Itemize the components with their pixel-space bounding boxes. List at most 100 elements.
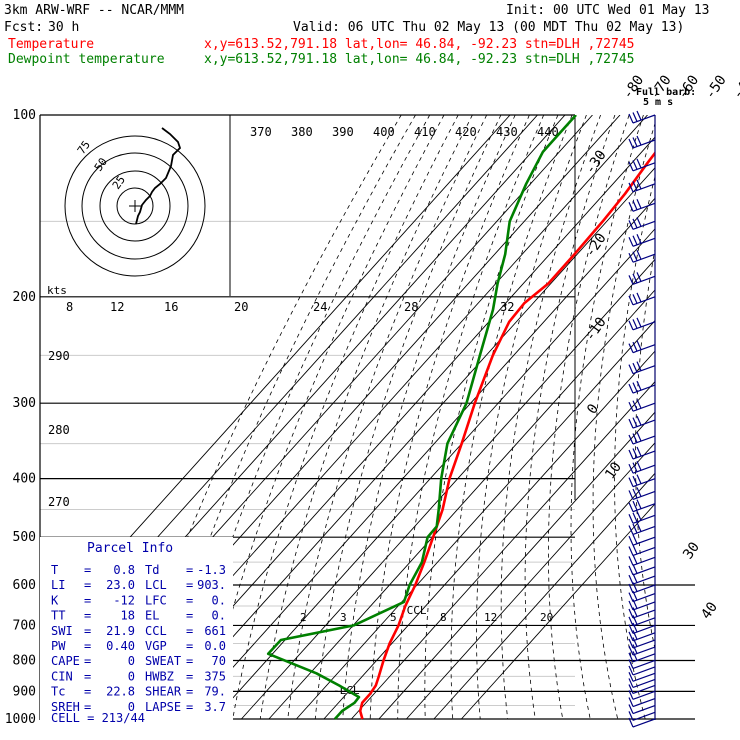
wind-barb-flag [628, 237, 634, 247]
wind-barb [628, 398, 656, 412]
wind-barb-flag [632, 319, 638, 329]
wind-barb-flag [628, 449, 634, 460]
isotherm-label: -40 [730, 72, 740, 102]
wind-barb-shaft [632, 718, 656, 728]
wind-barb-flag [628, 113, 634, 124]
wind-barb-flag [632, 523, 638, 534]
wind-barb-flag [632, 273, 638, 284]
parcel-equals: = [186, 639, 193, 653]
wind-barb-flag [628, 252, 634, 263]
parcel-param-label: SHEAR [145, 685, 182, 699]
parcel-param-label: SWEAT [145, 654, 181, 668]
wind-barb-shaft [632, 450, 656, 460]
wind-barb-shaft [632, 678, 656, 689]
wind-barb [628, 704, 656, 715]
isotherm [158, 167, 655, 720]
wind-barb-shaft [632, 566, 656, 576]
wind-barb-flag [628, 665, 634, 676]
wind-barb-shaft [632, 646, 656, 656]
parcel-equals: = [84, 669, 91, 683]
wind-barb-flag [628, 717, 634, 728]
wind-barb [628, 431, 656, 445]
temperature-legend: Temperature [8, 37, 94, 52]
parcel-equals: = [186, 700, 193, 714]
isotherm-label: 0 [584, 401, 602, 417]
wind-barb-flag [632, 235, 638, 246]
parcel-param-value: 0. [212, 609, 226, 623]
parcel-param-value: 0.0 [204, 639, 226, 653]
parcel-param-value: 0 [128, 654, 135, 668]
hodograph-ring [64, 135, 206, 277]
dry-adiabat [424, 115, 559, 719]
theta-label: 380 [291, 125, 313, 139]
dry-adiabat [548, 115, 630, 720]
wind-barb [628, 573, 656, 585]
parcel-equals: = [84, 578, 91, 592]
wind-barb-flag [628, 320, 634, 331]
wind-barb-shaft [632, 690, 656, 700]
wind-barb [628, 544, 656, 557]
wind-barb-shaft [632, 402, 656, 412]
parcel-param-value: -1.3 [197, 563, 226, 577]
wind-barb-shaft [632, 384, 656, 394]
wind-barb-shaft [632, 514, 656, 524]
parcel-param-value: 23.0 [106, 578, 135, 592]
wind-barb-flag [636, 361, 642, 371]
theta-label: 370 [250, 125, 272, 139]
hodograph-trace [135, 127, 182, 225]
hodo-speed-label: 32 [500, 300, 514, 314]
parcel-param-value: 22.8 [106, 685, 135, 699]
wind-barb [628, 446, 656, 460]
wind-barb-flag [632, 160, 638, 170]
pressure-label: 300 [13, 396, 36, 411]
wind-barb-flag [632, 544, 638, 555]
parcel-equals: = [84, 563, 91, 577]
dewpoint-location-info: x,y=613.52,791.18 lat,lon= 46.84, -92.23… [204, 52, 634, 67]
wind-barb-flag [628, 711, 634, 721]
wind-barb-shaft [632, 556, 656, 566]
wind-barb [628, 272, 656, 285]
temperature-profile [358, 151, 655, 720]
wind-barb-shaft [632, 365, 656, 375]
wind-barb-flag [632, 137, 638, 147]
init-time: Init: 00 UTC Wed 01 May 13 [506, 3, 710, 18]
parcel-equals: = [186, 578, 193, 592]
wind-barb [628, 474, 656, 488]
pressure-label: 1000 [5, 712, 36, 727]
dewpoint-profile [266, 115, 577, 720]
wind-barb-shaft [632, 464, 656, 474]
dry-adiabat [397, 115, 545, 719]
wind-barb-flag [628, 608, 634, 619]
wind-barb-shaft [632, 609, 656, 619]
valid-time: Valid: 06 UTC Thu 02 May 13 (00 MDT Thu … [293, 20, 684, 35]
wind-barb [628, 644, 656, 656]
wind-barb-shaft [632, 601, 656, 611]
parcel-param-value: 0 [128, 700, 135, 714]
wind-barb-shaft [632, 321, 656, 331]
dry-adiabat [570, 115, 644, 720]
dry-adiabat [733, 115, 740, 719]
wind-barb-flag [628, 546, 634, 556]
wind-barb-shaft [632, 503, 656, 513]
wind-barb-flag [632, 651, 638, 661]
wind-barb-flag [628, 704, 634, 714]
theta-label: 270 [48, 495, 70, 509]
parcel-equals: = [186, 563, 193, 577]
wind-barb [628, 665, 656, 676]
wind-barb-shaft [632, 659, 656, 670]
isotherm [213, 228, 655, 720]
barb-legend-units: 5 m s [643, 97, 673, 108]
wind-barb-shaft [632, 575, 656, 585]
wind-barb [628, 110, 656, 124]
wind-barb-flag [636, 199, 642, 209]
wind-barb-shaft [632, 546, 656, 557]
wind-barb-shaft [632, 666, 656, 676]
wind-barb-shaft [632, 183, 656, 193]
wind-barb-flag [628, 697, 634, 707]
wind-barb-shaft [632, 617, 656, 627]
dry-adiabat [342, 115, 516, 720]
wind-barb [628, 554, 656, 566]
wind-barb-flag [632, 200, 638, 211]
parcel-equals: = [84, 639, 91, 653]
